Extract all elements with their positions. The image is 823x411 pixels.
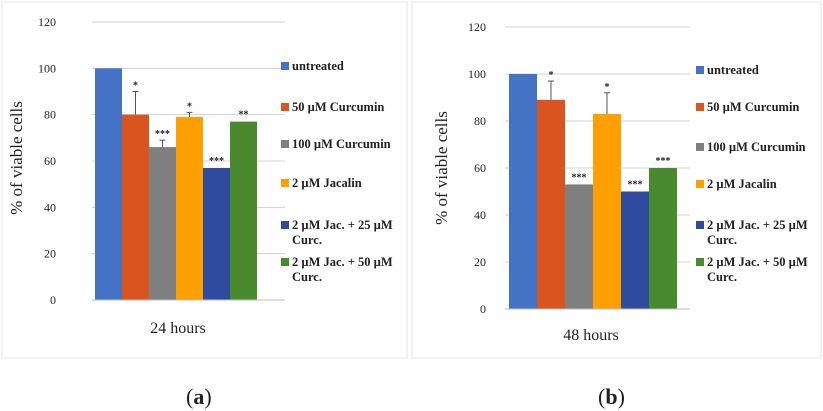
panel-a-frame	[1, 1, 408, 359]
panel-b-frame	[411, 1, 822, 359]
panel-a-legend-label-3: 100 µM Curcumin	[292, 137, 391, 151]
panel-b-legend-label-2: 50 µM Curcumin	[707, 100, 799, 114]
panel-a-bar-4	[176, 116, 203, 300]
panel-label-b: (b)	[598, 384, 625, 409]
panel-a-significance-mark-4: *	[187, 101, 192, 112]
panel-b-bar-4	[593, 113, 621, 309]
panel-b-significance-mark-6: ***	[656, 156, 671, 167]
panel-a-y-axis-label: % of viable cells	[7, 101, 26, 215]
panel-a-legend-label-line: untreated	[292, 59, 344, 73]
panel-a-y-tick-label: 20	[44, 247, 56, 261]
panel-a-x-axis-label: 24 hours	[150, 320, 206, 337]
panel-a-bar-6	[230, 121, 257, 300]
panel-b-y-tick-label: 20	[474, 255, 486, 269]
panel-b-legend-label-line: 50 µM Curcumin	[707, 100, 799, 114]
panel-a-legend-swatch-3	[281, 140, 289, 148]
panel-a-legend-label-6: 2 µM Jac. + 50 µM Curc.	[292, 255, 393, 284]
panel-b-legend-swatch-3	[696, 143, 704, 151]
panel-b-legend-label-line: Curc.	[707, 270, 737, 284]
panel-b-legend-label-line: Curc.	[707, 233, 737, 247]
panel-b-y-tick-label: 0	[480, 302, 486, 316]
panel-b-bar-1	[509, 74, 537, 309]
panel-b-legend-label-4: 2 µM Jacalin	[707, 177, 777, 191]
panel-a-legend-label-line: Curc.	[292, 233, 322, 247]
panel-b-legend-swatch-2	[696, 103, 704, 111]
panel-b-significance-mark-4: *	[605, 82, 610, 93]
panel-b-significance-mark-5: ***	[628, 180, 643, 191]
panel-b-legend-swatch-6	[696, 258, 704, 266]
panel-a-legend-label-1: untreated	[292, 59, 344, 73]
panel-a-legend-swatch-5	[281, 221, 289, 229]
panel-b-legend-label-line: 2 µM Jacalin	[707, 177, 777, 191]
panel-b-significance-mark-2: *	[549, 70, 554, 81]
panel-label-b-letter: b	[605, 384, 618, 409]
panel-a-legend-label-line: 2 µM Jac. + 50 µM	[292, 255, 393, 269]
panel-b-y-axis-label: % of viable cells	[432, 111, 451, 225]
panel-b-y-tick-label: 120	[468, 20, 486, 34]
panel-b-legend-swatch-4	[696, 180, 704, 188]
panel-b-bar-5	[621, 191, 649, 309]
panel-b-y-tick-label: 40	[474, 208, 486, 222]
panel-b-legend-label-line: 2 µM Jac. + 50 µM	[707, 255, 808, 269]
panel-a-bar-5	[203, 167, 230, 300]
panel-a-legend-label-line: 2 µM Jac. + 25 µM	[292, 218, 393, 232]
panel-a-significance-mark-2: *	[133, 81, 138, 92]
panel-b-bar-3	[565, 184, 593, 309]
panel-a-legend-label-2: 50 µM Curcumin	[292, 100, 384, 114]
panel-a-bar-3	[149, 147, 176, 300]
panel-a-bar-2	[122, 114, 149, 301]
panel-b-bar-6	[649, 168, 677, 309]
panel-b-legend-label-1: untreated	[707, 63, 759, 77]
panel-a-legend-swatch-1	[281, 62, 289, 70]
panel-b-significance-mark-3: ***	[572, 172, 587, 183]
panel-b-legend-label-3: 100 µM Curcumin	[707, 140, 806, 154]
panel-a-y-tick-label: 80	[44, 108, 56, 122]
panel-b-legend-label-6: 2 µM Jac. + 50 µM Curc.	[707, 255, 808, 284]
panel-b-x-axis-label: 48 hours	[563, 327, 619, 344]
panel-a-legend-label-line: 50 µM Curcumin	[292, 100, 384, 114]
panel-a-y-tick-label: 40	[44, 200, 56, 214]
panel-a-legend-swatch-6	[281, 258, 289, 266]
panel-a-legend-label-line: 100 µM Curcumin	[292, 137, 391, 151]
panel-b-legend-swatch-5	[696, 221, 704, 229]
panel-a-y-tick-label: 60	[44, 154, 56, 168]
panel-a-y-tick-label: 100	[38, 61, 56, 75]
panel-a-legend-label-5: 2 µM Jac. + 25 µM Curc.	[292, 218, 393, 247]
panel-b-legend-swatch-1	[696, 66, 704, 74]
panel-a-legend-label-4: 2 µM Jacalin	[292, 176, 362, 190]
panel-a-significance-mark-3: ***	[155, 129, 170, 140]
panel-label-a: (a)	[186, 384, 212, 409]
panel-b-legend-label-5: 2 µM Jac. + 25 µM Curc.	[707, 218, 808, 247]
panel-b-legend-label-line: 100 µM Curcumin	[707, 140, 806, 154]
panel-a-significance-mark-6: **	[239, 110, 249, 121]
panel-b-bar-2	[537, 99, 565, 309]
panel-b-legend-label-line: 2 µM Jac. + 25 µM	[707, 218, 808, 232]
panel-label-a-letter: a	[193, 384, 205, 409]
panel-a-y-tick-label: 120	[38, 15, 56, 29]
panel-a-y-tick-label: 0	[50, 293, 56, 307]
panel-b-legend-label-line: untreated	[707, 63, 759, 77]
panel-a-bar-1	[95, 68, 122, 300]
panel-b-y-tick-label: 60	[474, 161, 486, 175]
panel-b-y-tick-label: 100	[468, 67, 486, 81]
panel-a-legend-label-line: 2 µM Jacalin	[292, 176, 362, 190]
panel-a-legend-swatch-4	[281, 179, 289, 187]
panel-a-legend-label-line: Curc.	[292, 270, 322, 284]
panel-b-y-tick-label: 80	[474, 114, 486, 128]
panel-a-significance-mark-5: ***	[209, 156, 224, 167]
panel-a-legend-swatch-2	[281, 103, 289, 111]
